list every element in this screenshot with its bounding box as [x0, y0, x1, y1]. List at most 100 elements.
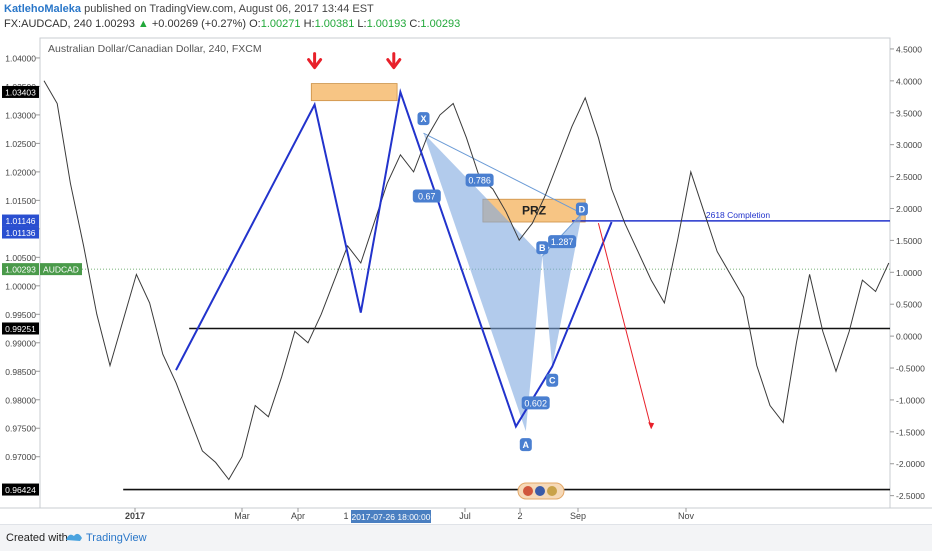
ratio-box — [412, 189, 441, 203]
time-crosshair-box — [351, 510, 431, 523]
xab-triangle — [423, 133, 543, 432]
osc-tick-label: 0.5000 — [896, 300, 922, 310]
projection-line — [597, 223, 652, 429]
osc-tick-label: -1.5000 — [896, 427, 925, 437]
price-series-layer — [43, 80, 890, 481]
axis-price-label: 0.96424 — [5, 485, 36, 495]
overlay-layer: X A B C D 0.786 0.67 1.287 0.602 — [175, 52, 655, 452]
ratio-label: 0.786 — [468, 176, 491, 186]
price-chart[interactable]: Australian Dollar/Canadian Dollar, 240, … — [0, 34, 932, 524]
axis-price-box — [2, 214, 39, 227]
osc-tick-label: 1.0000 — [896, 268, 922, 278]
ratio-box — [465, 173, 494, 187]
high-label: H: — [303, 18, 315, 30]
axis-price-box — [2, 263, 39, 276]
flag-icon — [523, 486, 533, 496]
footer-bar: Created with TradingView — [0, 524, 932, 551]
down-arrow-icon — [386, 58, 402, 70]
osc-tick-label: -2.5000 — [896, 491, 925, 501]
flag-icon — [547, 486, 557, 496]
axis-price-label: 1.01146 — [5, 216, 35, 226]
axis-price-label: 1.03403 — [5, 87, 36, 97]
osc-tick-label: 3.5000 — [896, 108, 922, 118]
osc-tick-label: 2.0000 — [896, 204, 922, 214]
pattern-point-box — [546, 373, 559, 387]
author-name[interactable]: KatlehoMaleka — [4, 3, 82, 15]
low-value: 1.00193 — [366, 18, 407, 30]
bcd-triangle — [542, 213, 582, 367]
pattern-trendline — [175, 88, 613, 429]
symbol-name[interactable]: FX:AUDCAD, 240 — [4, 18, 93, 30]
completion-label: 2618 Completion — [706, 210, 771, 220]
time-tick-label: Sep — [570, 511, 586, 521]
pattern-point-label: D — [579, 204, 586, 214]
osc-tick-label: 4.5000 — [896, 44, 922, 54]
right-oscillator-axis[interactable]: 4.5000 4.0000 3.5000 3.0000 2.5000 2.0000 1.50… — [890, 44, 925, 501]
osc-tick-label: 3.0000 — [896, 140, 922, 150]
flag-icon — [535, 486, 545, 496]
price-tick-label: 0.99500 — [5, 310, 36, 320]
time-tick-label: 1 — [343, 511, 348, 521]
projection-arrowhead — [648, 422, 655, 430]
chart-area[interactable]: Australian Dollar/Canadian Dollar, 240, … — [0, 34, 932, 524]
price-tick-label: 1.02500 — [5, 139, 36, 149]
xd-ratio-line — [423, 132, 583, 214]
axis-price-label: 1.01136 — [5, 228, 35, 238]
close-value: 1.00293 — [420, 18, 461, 30]
axis-price-box — [2, 322, 39, 335]
price-tick-label: 1.03000 — [5, 110, 36, 120]
time-tick-label: Jul — [459, 511, 471, 521]
symbol-price-box — [40, 263, 82, 276]
horizontal-lines-layer: 2618 Completion — [40, 210, 890, 491]
osc-tick-label: 0.0000 — [896, 332, 922, 342]
price-change: +0.00269 (+0.27%) — [151, 18, 247, 30]
time-tick-label: Nov — [678, 511, 695, 521]
price-line — [43, 80, 890, 481]
osc-tick-label: 4.0000 — [896, 76, 922, 86]
publish-info: published on TradingView.com, August 06,… — [84, 3, 374, 15]
ratio-box — [548, 235, 577, 249]
price-tick-label: 1.01500 — [5, 196, 36, 206]
pattern-point-box — [536, 241, 549, 255]
price-tick-label: 1.00000 — [5, 281, 36, 291]
symbol-line: FX:AUDCAD, 240 1.00293 ▲ +0.00269 (+0.27… — [4, 18, 460, 30]
harmonic-pattern-layer — [423, 132, 583, 432]
tradingview-brand[interactable]: TradingView — [86, 532, 147, 544]
pattern-point-label: C — [549, 376, 556, 386]
bd-ratio-line — [541, 213, 583, 257]
tradingview-logo-icon[interactable] — [64, 529, 84, 545]
ratio-label: 0.602 — [524, 398, 547, 408]
pattern-point-label: X — [420, 114, 426, 124]
zone-double-top — [310, 83, 398, 102]
close-label: C: — [409, 18, 421, 30]
pattern-point-box — [575, 202, 588, 216]
axis-price-label: 1.00293 — [5, 265, 36, 275]
open-value: 1.00271 — [260, 18, 301, 30]
down-arrow-icon — [307, 58, 323, 70]
open-label: O: — [249, 18, 261, 30]
ratio-label: 1.287 — [551, 237, 574, 247]
ratio-box — [521, 396, 550, 410]
left-price-axis[interactable]: 1.040001.035001.030001.025001.020001.015… — [5, 53, 40, 462]
low-label: L: — [357, 18, 367, 30]
price-tick-label: 0.97000 — [5, 452, 36, 462]
price-tick-label: 0.98000 — [5, 395, 36, 405]
time-axis[interactable]: 2017 Mar Apr Jul 2 Sep Nov 1 2017-07-26 18:00:00 — [125, 508, 695, 523]
pattern-point-label: A — [523, 440, 530, 450]
ratio-label: 0.67 — [418, 192, 436, 202]
chart-header: KatlehoMaleka published on TradingView.c… — [0, 0, 932, 34]
axis-price-box — [2, 226, 39, 239]
symbol-price-label: AUDCAD — [43, 265, 79, 275]
time-crosshair-label: 2017-07-26 18:00:00 — [352, 512, 431, 522]
axis-price-box — [2, 85, 39, 98]
axis-price-labels: 1.03403 1.01146 1.01136 1.00293 AUDCAD 0.9925… — [2, 85, 82, 496]
event-flags[interactable] — [517, 482, 565, 500]
price-tick-label: 0.99000 — [5, 338, 36, 348]
time-tick-label: Mar — [234, 511, 250, 521]
time-tick-label: 2 — [517, 511, 522, 521]
osc-tick-label: -1.0000 — [896, 395, 925, 405]
axis-price-box — [2, 483, 39, 496]
osc-tick-label: -0.5000 — [896, 364, 925, 374]
osc-tick-label: -2.0000 — [896, 459, 925, 469]
chart-title: Australian Dollar/Canadian Dollar, 240, … — [48, 43, 262, 55]
